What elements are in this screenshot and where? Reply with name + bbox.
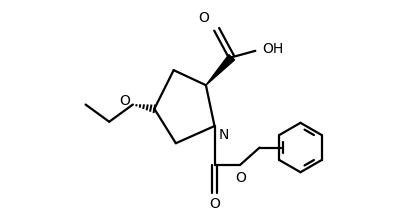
Text: O: O: [119, 94, 129, 108]
Polygon shape: [205, 55, 234, 85]
Text: O: O: [209, 197, 219, 211]
Text: O: O: [198, 11, 209, 25]
Text: OH: OH: [261, 42, 282, 56]
Text: N: N: [218, 128, 229, 142]
Text: O: O: [234, 171, 245, 185]
